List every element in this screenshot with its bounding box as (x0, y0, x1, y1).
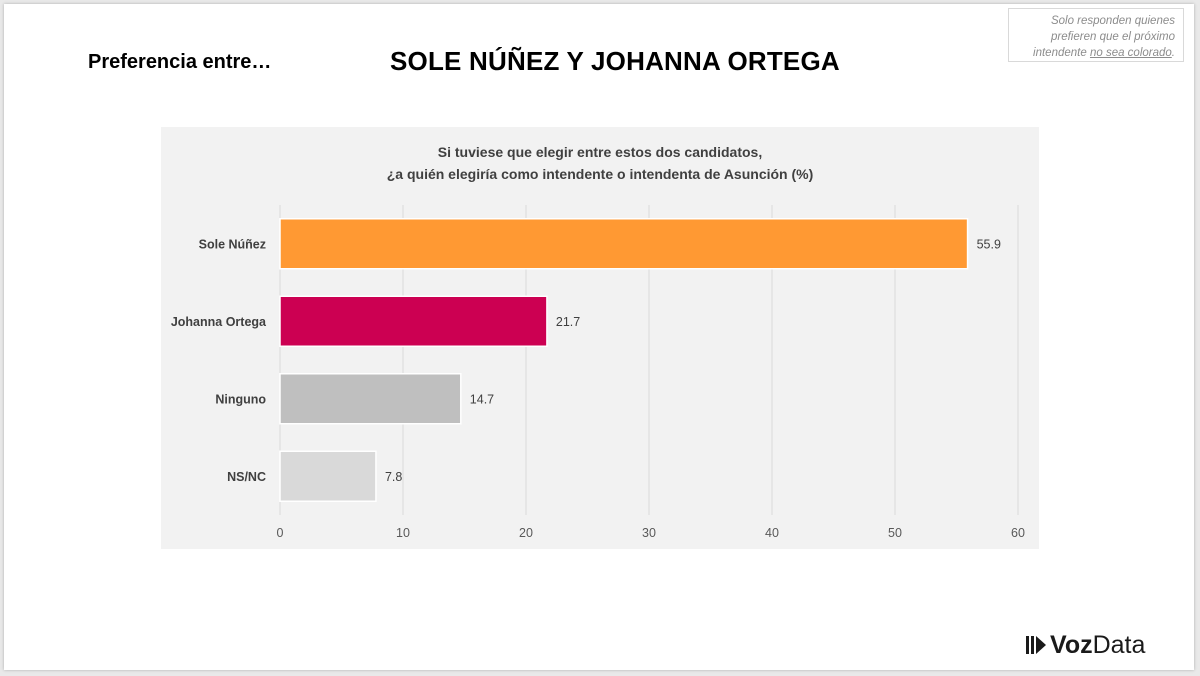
data-label: 55.9 (977, 237, 1001, 251)
category-label: Sole Núñez (199, 237, 266, 251)
x-tick-label: 10 (396, 526, 410, 540)
note-line-3: intendente no sea colorado. (1009, 45, 1175, 61)
x-tick-label: 0 (277, 526, 284, 540)
data-label: 7.8 (385, 470, 402, 484)
page-title: SOLE NÚÑEZ Y JOHANNA ORTEGA (390, 46, 840, 76)
x-tick-label: 60 (1011, 526, 1025, 540)
bar (279, 450, 377, 502)
x-tick-label: 30 (642, 526, 656, 540)
bar-chart: 0 10 20 30 40 50 60 Sole Núñez 55.9 Johanna Orteg… (171, 205, 1025, 540)
slide-prefix: Preferencia entre… (88, 51, 272, 73)
note-line-3-end: . (1171, 47, 1175, 59)
chart-area: Si tuviese que elegir entre estos dos ca… (161, 127, 1039, 549)
logo-text-data: Data (1092, 631, 1146, 659)
category-label: NS/NC (227, 470, 266, 484)
note-underlined: no sea colorado (1089, 47, 1172, 59)
x-tick-label: 40 (765, 526, 779, 540)
logo-text-voz: Voz (1050, 631, 1093, 659)
bar (279, 295, 548, 347)
x-tick-label: 50 (888, 526, 902, 540)
data-label: 14.7 (470, 392, 494, 406)
bar (279, 373, 462, 425)
chart-title-line-2: ¿a quién elegiría como intendente o inte… (386, 166, 814, 182)
slide: Preferencia entre… SOLE NÚÑEZ Y JOHANNA … (4, 4, 1194, 670)
x-tick-label: 20 (519, 526, 533, 540)
vozdata-logo-icon (1026, 636, 1046, 654)
note-line-1: Solo responden quienes (1050, 15, 1175, 27)
chart-title: Si tuviese que elegir entre estos dos ca… (161, 141, 1039, 185)
category-label: Ninguno (215, 392, 266, 406)
category-label: Johanna Ortega (171, 315, 267, 329)
note-line-2: prefieren que el próximo (1050, 31, 1175, 43)
vozdata-logo: VozData (1026, 632, 1145, 658)
data-label: 21.7 (556, 315, 580, 329)
bar (279, 218, 969, 270)
vozdata-logo-text: VozData (1050, 632, 1145, 658)
note-line-3-start: intendente (1033, 47, 1090, 59)
chart-title-line-1: Si tuviese que elegir entre estos dos ca… (437, 144, 763, 160)
sample-note: Solo responden quienes prefieren que el … (1008, 8, 1184, 62)
